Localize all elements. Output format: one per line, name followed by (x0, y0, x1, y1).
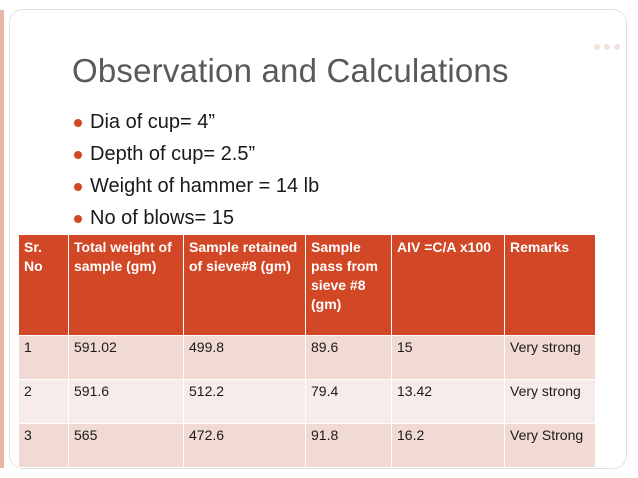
cell-total-weight: 591.02 (68, 335, 184, 380)
header-aiv: AIV =C/A x100 (391, 234, 505, 336)
cell-aiv: 13.42 (391, 379, 505, 424)
slide-title: Observation and Calculations (72, 52, 509, 89)
cell-sr-no: 2 (18, 379, 69, 424)
bullet-item: Weight of hammer = 14 lb (74, 172, 319, 204)
cell-sample-retained: 499.8 (183, 335, 306, 380)
cell-sr-no: 1 (18, 335, 69, 380)
bullet-list: Dia of cup= 4” Depth of cup= 2.5” Weight… (74, 108, 319, 236)
bullet-icon (74, 215, 82, 223)
header-sample-pass: Sample pass from sieve #8 (gm) (305, 234, 392, 336)
cell-remarks: Very strong (504, 335, 596, 380)
cell-remarks: Very Strong (504, 423, 596, 468)
cell-sample-retained: 472.6 (183, 423, 306, 468)
bullet-text: No of blows= 15 (90, 207, 234, 229)
bullet-text: Weight of hammer = 14 lb (90, 175, 320, 197)
bullet-text: Depth of cup= 2.5” (90, 143, 256, 165)
cell-sr-no: 3 (18, 423, 69, 468)
accent-line (0, 10, 4, 468)
header-total-weight: Total weight of sample (gm) (68, 234, 184, 336)
cell-aiv: 15 (391, 335, 505, 380)
cell-sample-pass: 89.6 (305, 335, 392, 380)
table-row: 2 591.6 512.2 79.4 13.42 Very strong (18, 379, 596, 424)
bullet-item: No of blows= 15 (74, 204, 319, 236)
table-row: 3 565 472.6 91.8 16.2 Very Strong (18, 423, 596, 468)
header-sr-no: Sr. No (18, 234, 69, 336)
table-row: 1 591.02 499.8 89.6 15 Very strong (18, 335, 596, 380)
bullet-item: Depth of cup= 2.5” (74, 140, 319, 172)
observation-table: Sr. No Total weight of sample (gm) Sampl… (18, 234, 596, 468)
bullet-icon (74, 119, 82, 127)
bullet-text: Dia of cup= 4” (90, 111, 216, 133)
cell-sample-pass: 79.4 (305, 379, 392, 424)
decorative-dots (594, 44, 620, 50)
header-remarks: Remarks (504, 234, 596, 336)
table-header-row: Sr. No Total weight of sample (gm) Sampl… (18, 234, 596, 336)
cell-sample-retained: 512.2 (183, 379, 306, 424)
cell-total-weight: 565 (68, 423, 184, 468)
cell-sample-pass: 91.8 (305, 423, 392, 468)
bullet-item: Dia of cup= 4” (74, 108, 319, 140)
cell-total-weight: 591.6 (68, 379, 184, 424)
bullet-icon (74, 183, 82, 191)
bullet-icon (74, 151, 82, 159)
header-sample-retained: Sample retained of sieve#8 (gm) (183, 234, 306, 336)
cell-aiv: 16.2 (391, 423, 505, 468)
cell-remarks: Very strong (504, 379, 596, 424)
